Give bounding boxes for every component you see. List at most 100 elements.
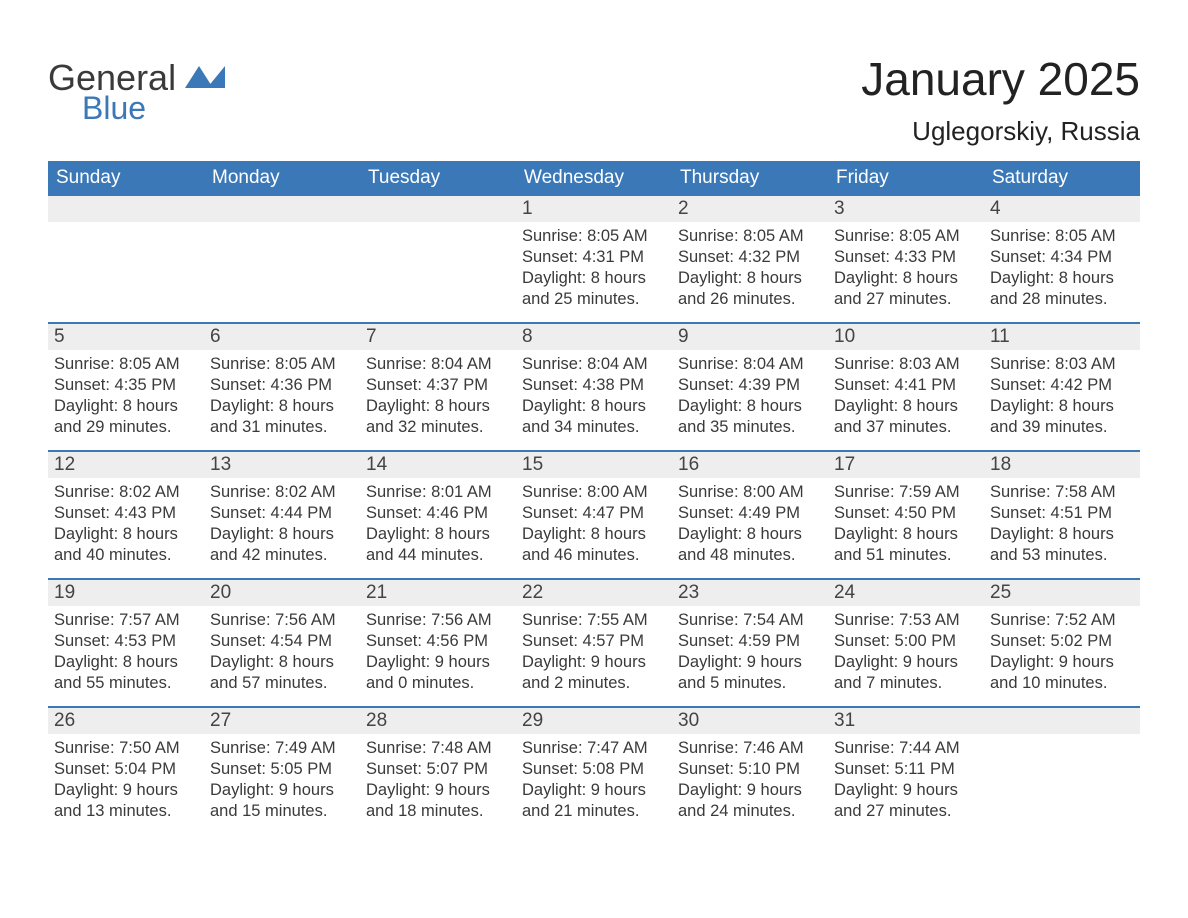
sunset-text: Sunset: 4:35 PM	[54, 375, 198, 396]
daylight-line1: Daylight: 9 hours	[834, 780, 978, 801]
sunset-text: Sunset: 4:43 PM	[54, 503, 198, 524]
day-body: Sunrise: 7:47 AMSunset: 5:08 PMDaylight:…	[516, 734, 672, 828]
daylight-line1: Daylight: 9 hours	[366, 780, 510, 801]
day-cell: 29Sunrise: 7:47 AMSunset: 5:08 PMDayligh…	[516, 708, 672, 834]
daylight-line1: Daylight: 8 hours	[990, 396, 1134, 417]
day-body: Sunrise: 7:57 AMSunset: 4:53 PMDaylight:…	[48, 606, 204, 700]
sunset-text: Sunset: 5:02 PM	[990, 631, 1134, 652]
sunrise-text: Sunrise: 8:03 AM	[834, 354, 978, 375]
sunrise-text: Sunrise: 7:56 AM	[210, 610, 354, 631]
day-body: Sunrise: 7:54 AMSunset: 4:59 PMDaylight:…	[672, 606, 828, 700]
day-body: Sunrise: 8:05 AMSunset: 4:33 PMDaylight:…	[828, 222, 984, 316]
daylight-line1: Daylight: 8 hours	[54, 652, 198, 673]
daylight-line2: and 25 minutes.	[522, 289, 666, 310]
sunrise-text: Sunrise: 8:05 AM	[522, 226, 666, 247]
sunrise-text: Sunrise: 8:05 AM	[990, 226, 1134, 247]
sunset-text: Sunset: 4:51 PM	[990, 503, 1134, 524]
day-cell: 12Sunrise: 8:02 AMSunset: 4:43 PMDayligh…	[48, 452, 204, 578]
day-number: 16	[672, 452, 828, 478]
daylight-line1: Daylight: 8 hours	[678, 524, 822, 545]
sunset-text: Sunset: 5:07 PM	[366, 759, 510, 780]
daylight-line2: and 51 minutes.	[834, 545, 978, 566]
logo-text-block: General Blue	[48, 58, 225, 124]
dayheader-friday: Friday	[828, 161, 984, 196]
sunset-text: Sunset: 4:41 PM	[834, 375, 978, 396]
daylight-line1: Daylight: 8 hours	[834, 268, 978, 289]
day-number: 5	[48, 324, 204, 350]
day-cell: 17Sunrise: 7:59 AMSunset: 4:50 PMDayligh…	[828, 452, 984, 578]
day-cell	[360, 196, 516, 322]
sunset-text: Sunset: 4:59 PM	[678, 631, 822, 652]
sunrise-text: Sunrise: 7:53 AM	[834, 610, 978, 631]
sunset-text: Sunset: 5:04 PM	[54, 759, 198, 780]
sunrise-text: Sunrise: 7:52 AM	[990, 610, 1134, 631]
day-number: 29	[516, 708, 672, 734]
sunrise-text: Sunrise: 8:00 AM	[522, 482, 666, 503]
day-number: 14	[360, 452, 516, 478]
sunrise-text: Sunrise: 7:54 AM	[678, 610, 822, 631]
daylight-line1: Daylight: 8 hours	[990, 524, 1134, 545]
day-number: 25	[984, 580, 1140, 606]
day-body: Sunrise: 7:55 AMSunset: 4:57 PMDaylight:…	[516, 606, 672, 700]
daylight-line2: and 55 minutes.	[54, 673, 198, 694]
day-body: Sunrise: 8:05 AMSunset: 4:31 PMDaylight:…	[516, 222, 672, 316]
daylight-line1: Daylight: 8 hours	[522, 396, 666, 417]
daylight-line2: and 15 minutes.	[210, 801, 354, 822]
day-number: 17	[828, 452, 984, 478]
day-cell: 13Sunrise: 8:02 AMSunset: 4:44 PMDayligh…	[204, 452, 360, 578]
sunrise-text: Sunrise: 7:46 AM	[678, 738, 822, 759]
day-number	[360, 196, 516, 222]
daylight-line2: and 27 minutes.	[834, 801, 978, 822]
daylight-line2: and 48 minutes.	[678, 545, 822, 566]
day-cell	[204, 196, 360, 322]
sunset-text: Sunset: 4:38 PM	[522, 375, 666, 396]
calendar: Sunday Monday Tuesday Wednesday Thursday…	[48, 161, 1140, 834]
daylight-line1: Daylight: 9 hours	[54, 780, 198, 801]
daylight-line2: and 57 minutes.	[210, 673, 354, 694]
day-body: Sunrise: 8:00 AMSunset: 4:49 PMDaylight:…	[672, 478, 828, 572]
daylight-line1: Daylight: 9 hours	[522, 780, 666, 801]
day-body: Sunrise: 8:02 AMSunset: 4:43 PMDaylight:…	[48, 478, 204, 572]
sunrise-text: Sunrise: 8:04 AM	[366, 354, 510, 375]
dayheader-saturday: Saturday	[984, 161, 1140, 196]
day-number: 3	[828, 196, 984, 222]
day-body: Sunrise: 8:04 AMSunset: 4:39 PMDaylight:…	[672, 350, 828, 444]
daylight-line1: Daylight: 8 hours	[522, 524, 666, 545]
flag-icon	[185, 60, 225, 90]
daylight-line1: Daylight: 8 hours	[522, 268, 666, 289]
day-number: 4	[984, 196, 1140, 222]
day-cell: 6Sunrise: 8:05 AMSunset: 4:36 PMDaylight…	[204, 324, 360, 450]
daylight-line2: and 53 minutes.	[990, 545, 1134, 566]
daylight-line1: Daylight: 8 hours	[210, 396, 354, 417]
day-number: 19	[48, 580, 204, 606]
sunrise-text: Sunrise: 7:59 AM	[834, 482, 978, 503]
daylight-line2: and 0 minutes.	[366, 673, 510, 694]
sunset-text: Sunset: 4:46 PM	[366, 503, 510, 524]
day-number: 12	[48, 452, 204, 478]
sunrise-text: Sunrise: 7:48 AM	[366, 738, 510, 759]
day-number: 10	[828, 324, 984, 350]
day-body: Sunrise: 7:49 AMSunset: 5:05 PMDaylight:…	[204, 734, 360, 828]
calendar-header-row: Sunday Monday Tuesday Wednesday Thursday…	[48, 161, 1140, 196]
daylight-line1: Daylight: 9 hours	[210, 780, 354, 801]
daylight-line2: and 13 minutes.	[54, 801, 198, 822]
day-number: 1	[516, 196, 672, 222]
day-body: Sunrise: 8:03 AMSunset: 4:41 PMDaylight:…	[828, 350, 984, 444]
sunset-text: Sunset: 4:42 PM	[990, 375, 1134, 396]
day-body: Sunrise: 7:52 AMSunset: 5:02 PMDaylight:…	[984, 606, 1140, 700]
daylight-line2: and 35 minutes.	[678, 417, 822, 438]
day-number: 24	[828, 580, 984, 606]
title-block: January 2025 Uglegorskiy, Russia	[861, 52, 1140, 147]
week-row: 5 Sunrise: 8:05 AMSunset: 4:35 PM Daylight…	[48, 322, 1140, 450]
daylight-line1: Daylight: 8 hours	[678, 396, 822, 417]
sunrise-text: Sunrise: 8:04 AM	[522, 354, 666, 375]
day-cell: 3Sunrise: 8:05 AMSunset: 4:33 PMDaylight…	[828, 196, 984, 322]
sunrise-text: Sunrise: 8:05 AM	[54, 354, 198, 375]
dayheader-sunday: Sunday	[48, 161, 204, 196]
daylight-line1: Daylight: 8 hours	[366, 524, 510, 545]
day-cell: 9Sunrise: 8:04 AMSunset: 4:39 PMDaylight…	[672, 324, 828, 450]
day-body: Sunrise: 7:59 AMSunset: 4:50 PMDaylight:…	[828, 478, 984, 572]
daylight-line1: Daylight: 8 hours	[210, 524, 354, 545]
day-body: Sunrise: 8:03 AMSunset: 4:42 PMDaylight:…	[984, 350, 1140, 444]
daylight-line1: Daylight: 8 hours	[834, 396, 978, 417]
